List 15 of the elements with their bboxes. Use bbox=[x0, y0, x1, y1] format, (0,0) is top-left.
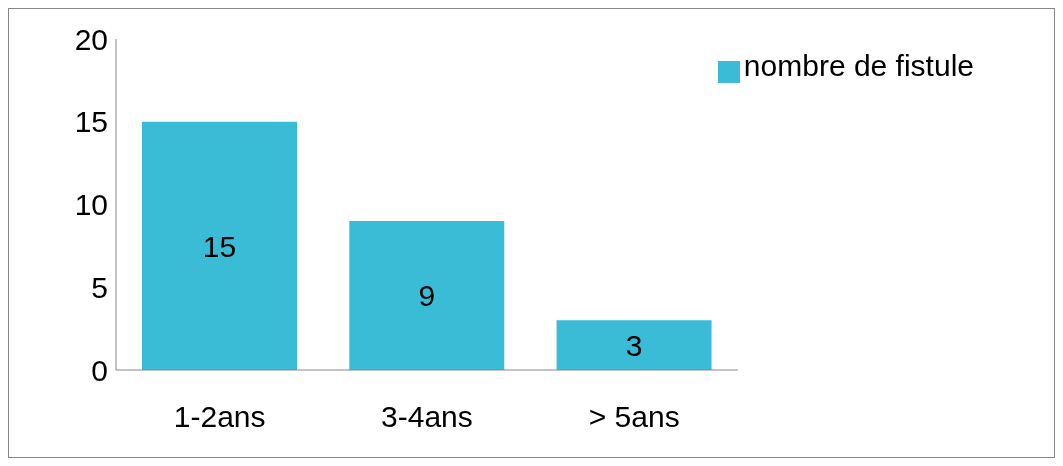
y-tick-label: 5 bbox=[91, 270, 108, 304]
x-tick-label: 3-4ans bbox=[381, 400, 473, 434]
bar bbox=[556, 320, 712, 370]
y-tick-label: 10 bbox=[74, 188, 108, 222]
legend-label: nombre de fistule bbox=[743, 49, 974, 82]
y-tick-label: 20 bbox=[74, 22, 108, 56]
data-label: 15 bbox=[202, 229, 237, 263]
bar bbox=[349, 221, 505, 370]
x-tick-label: > 5ans bbox=[588, 400, 680, 434]
data-label: 3 bbox=[625, 328, 643, 362]
bar bbox=[142, 121, 297, 370]
data-label: 9 bbox=[418, 279, 436, 313]
y-tick-label: 15 bbox=[74, 105, 108, 139]
x-tick-label: 1-2ans bbox=[173, 400, 266, 434]
y-tick-label: 0 bbox=[91, 353, 108, 387]
